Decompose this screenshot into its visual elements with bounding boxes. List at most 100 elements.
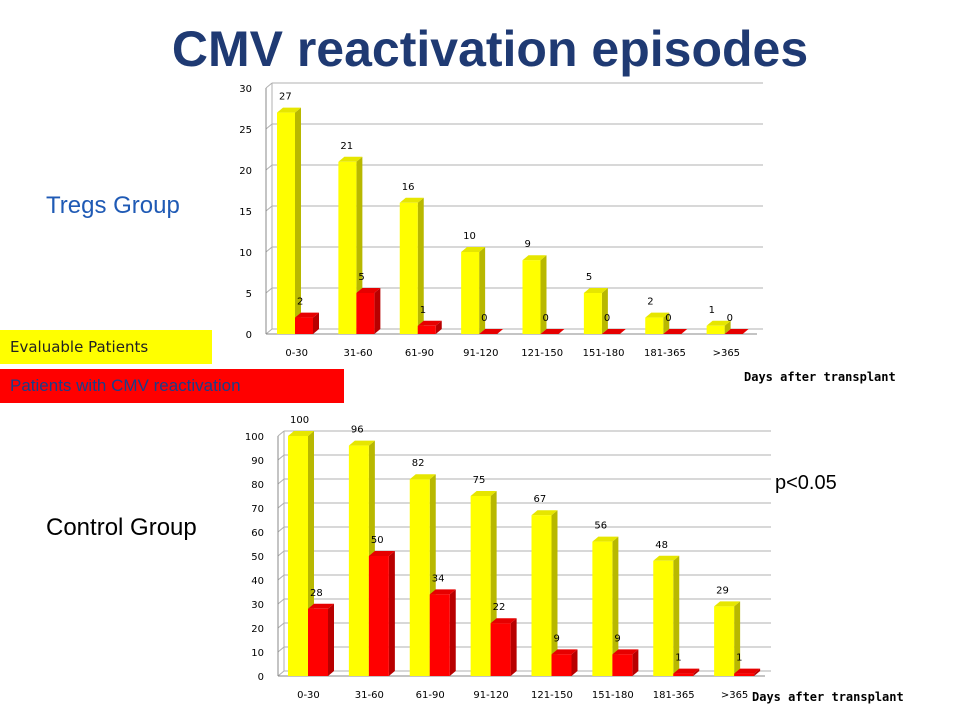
- bar-front: [645, 317, 664, 334]
- bar-front: [399, 202, 418, 334]
- bar-side: [673, 555, 680, 676]
- x-tick-label: 91-120: [463, 348, 498, 359]
- bar-front: [470, 496, 491, 676]
- bar-side: [551, 510, 558, 676]
- bar-evaluable: [531, 510, 558, 676]
- data-label: 21: [340, 141, 353, 152]
- x-tick-label: 31-60: [344, 348, 373, 359]
- data-label: 2: [647, 297, 653, 308]
- x-tick-label: >365: [713, 348, 740, 359]
- data-label: 9: [554, 633, 560, 644]
- bar-side: [313, 312, 319, 334]
- bar-top: [356, 288, 381, 293]
- bar-side: [388, 551, 395, 676]
- bar-cmv: [308, 603, 334, 676]
- bar-top: [295, 312, 319, 318]
- gridline-connector: [265, 287, 273, 294]
- data-label: 75: [473, 475, 486, 486]
- data-label: 48: [655, 540, 668, 551]
- data-label: 28: [310, 588, 323, 599]
- bar-top: [653, 555, 680, 561]
- bar-top: [308, 603, 334, 609]
- data-label: 1: [420, 305, 426, 316]
- bar-top: [706, 320, 731, 326]
- y-tick-label: 30: [251, 600, 264, 611]
- bar-front: [348, 445, 369, 676]
- gridline-connector: [265, 246, 273, 253]
- y-tick-label: 80: [251, 480, 264, 491]
- bar-evaluable: [399, 197, 424, 334]
- y-tick-label: 0: [246, 330, 252, 341]
- bar-cmv: [356, 288, 381, 334]
- x-tick-label: 0-30: [285, 348, 308, 359]
- data-label: 0: [543, 313, 549, 324]
- bar-top: [551, 649, 578, 655]
- x-tick-label: 181-365: [644, 348, 686, 359]
- bar-side: [693, 668, 700, 676]
- bar-front: [490, 623, 511, 676]
- gridline-connector: [265, 328, 273, 335]
- bar-side: [571, 649, 578, 676]
- x-tick-label: 31-60: [355, 690, 384, 701]
- data-label: 0: [604, 313, 610, 324]
- y-tick-label: 40: [251, 576, 264, 587]
- page-title: CMV reactivation episodes: [171, 21, 809, 77]
- bar-top: [399, 197, 424, 203]
- y-tick-label: 30: [239, 84, 252, 95]
- bar-top: [645, 312, 670, 318]
- data-label: 5: [358, 272, 364, 283]
- bar-front: [338, 161, 357, 334]
- bar-evaluable: [522, 255, 547, 334]
- y-tick-label: 70: [251, 504, 264, 515]
- bar-front: [612, 654, 633, 676]
- bar-front: [295, 317, 313, 334]
- data-label: 1: [709, 305, 715, 316]
- bar-side: [510, 618, 517, 676]
- bar-front: [308, 608, 328, 676]
- gridline-connector: [277, 478, 285, 485]
- gridline-connector: [265, 164, 273, 171]
- bar-side: [632, 649, 639, 676]
- bar-evaluable: [583, 288, 608, 334]
- data-label: 50: [371, 535, 384, 546]
- bar-top: [429, 589, 456, 595]
- bar-cmv: [429, 589, 456, 676]
- bar-side: [540, 255, 547, 334]
- data-label: 5: [586, 272, 592, 283]
- bar-side: [612, 536, 619, 676]
- data-label: 22: [493, 602, 506, 613]
- gridline-connector: [277, 526, 285, 533]
- bar-side: [435, 320, 442, 334]
- bar-front: [583, 293, 602, 334]
- bar-side: [479, 247, 486, 334]
- gridline-connector: [277, 622, 285, 629]
- p-value-label: p<0.05: [775, 472, 837, 494]
- bar-cmv: [490, 618, 517, 676]
- tregs-x-axis-title: Days after transplant: [744, 370, 896, 384]
- bar-front: [461, 252, 480, 334]
- bar-front: [551, 654, 572, 676]
- data-label: 10: [463, 231, 476, 242]
- gridline-connector: [265, 123, 273, 130]
- gridline-connector: [265, 82, 273, 89]
- bar-evaluable: [461, 247, 486, 334]
- x-tick-label: 121-150: [531, 690, 573, 701]
- bar-side: [724, 320, 731, 334]
- bar-front: [522, 260, 541, 334]
- bar-top: [288, 431, 314, 436]
- gridline-connector: [277, 502, 285, 509]
- x-tick-label: 121-150: [521, 348, 563, 359]
- bar-front: [706, 325, 725, 334]
- data-label: 1: [736, 653, 742, 664]
- y-tick-label: 5: [246, 289, 252, 300]
- bar-front: [531, 515, 552, 676]
- data-label: 100: [290, 415, 309, 426]
- legend-evaluable-label: Evaluable Patients: [10, 338, 149, 356]
- bar-cmv: [540, 329, 565, 334]
- x-tick-label: 151-180: [583, 348, 625, 359]
- bar-cmv: [663, 329, 688, 334]
- y-tick-label: 10: [251, 648, 264, 659]
- legend-evaluable-patients: Evaluable Patients: [0, 330, 212, 364]
- gridline-connector: [277, 574, 285, 581]
